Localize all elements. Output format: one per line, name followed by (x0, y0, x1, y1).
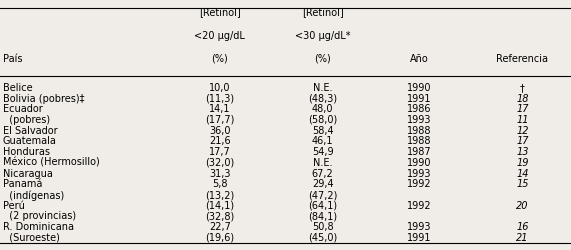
Text: 1993: 1993 (408, 168, 432, 178)
Text: 1992: 1992 (407, 200, 432, 210)
Text: 1987: 1987 (407, 146, 432, 156)
Text: 21,6: 21,6 (209, 136, 231, 146)
Text: (pobres): (pobres) (3, 114, 50, 124)
Text: [Retinol]: [Retinol] (301, 8, 344, 18)
Text: Guatemala: Guatemala (3, 136, 57, 146)
Text: 1988: 1988 (408, 136, 432, 146)
Text: 58,4: 58,4 (312, 125, 333, 135)
Text: (58,0): (58,0) (308, 114, 337, 124)
Text: Referencia: Referencia (496, 54, 549, 64)
Text: N.E.: N.E. (313, 82, 332, 92)
Text: 19: 19 (516, 157, 529, 167)
Text: México (Hermosillo): México (Hermosillo) (3, 157, 99, 167)
Text: 54,9: 54,9 (312, 146, 333, 156)
Text: 17,7: 17,7 (209, 146, 231, 156)
Text: 1992: 1992 (407, 178, 432, 188)
Text: 1993: 1993 (408, 221, 432, 231)
Text: Año: Año (411, 54, 429, 64)
Text: †: † (520, 82, 525, 92)
Text: Nicaragua: Nicaragua (3, 168, 53, 178)
Text: El Salvador: El Salvador (3, 125, 58, 135)
Text: (%): (%) (314, 54, 331, 64)
Text: 13: 13 (516, 146, 529, 156)
Text: 46,1: 46,1 (312, 136, 333, 146)
Text: (48,3): (48,3) (308, 93, 337, 103)
Text: (19,6): (19,6) (205, 232, 235, 242)
Text: (13,2): (13,2) (205, 189, 235, 199)
Text: 16: 16 (516, 221, 529, 231)
Text: Bolivia (pobres)‡: Bolivia (pobres)‡ (3, 93, 85, 103)
Text: 14: 14 (516, 168, 529, 178)
Text: (32,8): (32,8) (205, 210, 235, 220)
Text: R. Dominicana: R. Dominicana (3, 221, 74, 231)
Text: (14,1): (14,1) (205, 200, 235, 210)
Text: 10,0: 10,0 (209, 82, 231, 92)
Text: (64,1): (64,1) (308, 200, 337, 210)
Text: 1991: 1991 (408, 93, 432, 103)
Text: 17: 17 (516, 104, 529, 114)
Text: [Retinol]: [Retinol] (199, 8, 241, 18)
Text: (84,1): (84,1) (308, 210, 337, 220)
Text: (32,0): (32,0) (205, 157, 235, 167)
Text: Perú: Perú (3, 200, 25, 210)
Text: 36,0: 36,0 (209, 125, 231, 135)
Text: (indígenas): (indígenas) (3, 189, 64, 200)
Text: 1991: 1991 (408, 232, 432, 242)
Text: 48,0: 48,0 (312, 104, 333, 114)
Text: (11,3): (11,3) (205, 93, 235, 103)
Text: Belice: Belice (3, 82, 33, 92)
Text: Ecuador: Ecuador (3, 104, 43, 114)
Text: 1990: 1990 (408, 82, 432, 92)
Text: 18: 18 (516, 93, 529, 103)
Text: 5,8: 5,8 (212, 178, 228, 188)
Text: 1986: 1986 (408, 104, 432, 114)
Text: 21: 21 (516, 232, 529, 242)
Text: <20 μg/dL: <20 μg/dL (194, 31, 246, 41)
Text: 67,2: 67,2 (312, 168, 333, 178)
Text: País: País (3, 54, 22, 64)
Text: 1990: 1990 (408, 157, 432, 167)
Text: 14,1: 14,1 (209, 104, 231, 114)
Text: 11: 11 (516, 114, 529, 124)
Text: 20: 20 (516, 200, 529, 210)
Text: (%): (%) (211, 54, 228, 64)
Text: (47,2): (47,2) (308, 189, 337, 199)
Text: 31,3: 31,3 (209, 168, 231, 178)
Text: (Suroeste): (Suroeste) (3, 232, 60, 242)
Text: 22,7: 22,7 (209, 221, 231, 231)
Text: (45,0): (45,0) (308, 232, 337, 242)
Text: <30 μg/dL*: <30 μg/dL* (295, 31, 351, 41)
Text: Honduras: Honduras (3, 146, 50, 156)
Text: N.E.: N.E. (313, 157, 332, 167)
Text: 1988: 1988 (408, 125, 432, 135)
Text: 29,4: 29,4 (312, 178, 333, 188)
Text: (17,7): (17,7) (205, 114, 235, 124)
Text: 1993: 1993 (408, 114, 432, 124)
Text: Panamá: Panamá (3, 178, 42, 188)
Text: (2 provincias): (2 provincias) (3, 210, 76, 220)
Text: 12: 12 (516, 125, 529, 135)
Text: 50,8: 50,8 (312, 221, 333, 231)
Text: 17: 17 (516, 136, 529, 146)
Text: 15: 15 (516, 178, 529, 188)
